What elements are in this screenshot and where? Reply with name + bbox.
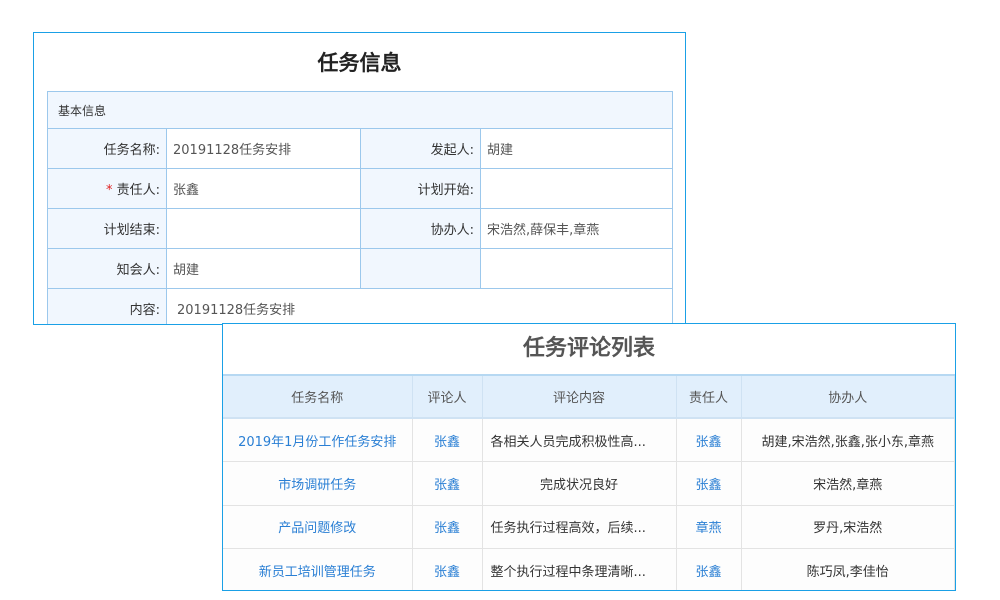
assist-text: 陈巧凤,李佳怡: [741, 548, 955, 590]
comment-text: 各相关人员完成积极性高...: [482, 418, 677, 462]
assist-label: 协办人:: [360, 208, 481, 249]
comment-list-panel: 任务评论列表 任务名称 评论人 评论内容 责任人 协办人 2019年1月份工作任…: [222, 323, 956, 591]
comment-table: 任务名称 评论人 评论内容 责任人 协办人 2019年1月份工作任务安排 张鑫 各相…: [223, 376, 955, 590]
col-owner: 责任人: [676, 376, 742, 419]
required-marker: *: [105, 183, 113, 198]
content-label: 内容:: [47, 288, 167, 324]
assist-text: 胡建,宋浩然,张鑫,张小东,章燕: [741, 418, 955, 462]
owner-link[interactable]: 张鑫: [676, 461, 742, 506]
col-assist: 协办人: [741, 376, 955, 419]
assist-text: 罗丹,宋浩然: [741, 505, 955, 549]
task-info-panel: 任务信息 基本信息 任务名称: 20191128任务安排 发起人: 胡建 * 责任人…: [33, 32, 686, 325]
commenter-link[interactable]: 张鑫: [412, 461, 483, 506]
owner-link[interactable]: 张鑫: [676, 418, 742, 462]
initiator-value: 胡建: [480, 128, 673, 169]
content-value: 20191128任务安排: [166, 288, 673, 324]
task-name-link[interactable]: 2019年1月份工作任务安排: [223, 418, 413, 462]
plan-end-label: 计划结束:: [47, 208, 167, 249]
owner-link[interactable]: 章燕: [676, 505, 742, 549]
notify-value: 胡建: [166, 248, 361, 289]
empty-value: [480, 248, 673, 289]
name-value: 20191128任务安排: [166, 128, 361, 169]
task-name-link[interactable]: 产品问题修改: [223, 505, 413, 549]
plan-start-value: [480, 168, 673, 209]
table-row: 市场调研任务 张鑫 完成状况良好 张鑫 宋浩然,章燕: [223, 461, 955, 506]
initiator-label: 发起人:: [360, 128, 481, 169]
comment-list-title: 任务评论列表: [223, 324, 955, 376]
owner-label: 责任人:: [116, 183, 160, 198]
commenter-link[interactable]: 张鑫: [412, 418, 483, 462]
owner-label-cell: * 责任人:: [47, 168, 167, 209]
table-header: 任务名称 评论人 评论内容 责任人 协办人: [223, 376, 955, 419]
owner-value: 张鑫: [166, 168, 361, 209]
comment-text: 完成状况良好: [482, 461, 677, 506]
commenter-link[interactable]: 张鑫: [412, 505, 483, 549]
col-task-name: 任务名称: [223, 376, 413, 419]
task-name-link[interactable]: 新员工培训管理任务: [223, 548, 413, 590]
owner-link[interactable]: 张鑫: [676, 548, 742, 590]
task-info-table: 基本信息 任务名称: 20191128任务安排 发起人: 胡建 * 责任人: 张鑫 计…: [47, 91, 673, 324]
table-row: 产品问题修改 张鑫 任务执行过程高效，后续... 章燕 罗丹,宋浩然: [223, 505, 955, 549]
comment-text: 任务执行过程高效，后续...: [482, 505, 677, 549]
plan-start-label: 计划开始:: [360, 168, 481, 209]
assist-text: 宋浩然,章燕: [741, 461, 955, 506]
assist-value: 宋浩然,薛保丰,章燕: [480, 208, 673, 249]
name-label: 任务名称:: [47, 128, 167, 169]
task-name-link[interactable]: 市场调研任务: [223, 461, 413, 506]
section-basic-info: 基本信息: [47, 91, 673, 129]
col-commenter: 评论人: [412, 376, 483, 419]
table-row: 2019年1月份工作任务安排 张鑫 各相关人员完成积极性高... 张鑫 胡建,宋浩然,张…: [223, 418, 955, 462]
task-info-title: 任务信息: [317, 51, 402, 75]
notify-label: 知会人:: [47, 248, 167, 289]
commenter-link[interactable]: 张鑫: [412, 548, 483, 590]
comment-text: 整个执行过程中条理清晰...: [482, 548, 677, 590]
table-row: 新员工培训管理任务 张鑫 整个执行过程中条理清晰... 张鑫 陈巧凤,李佳怡: [223, 548, 955, 590]
plan-end-value: [166, 208, 361, 249]
empty-label: [360, 248, 481, 289]
col-comment: 评论内容: [482, 376, 677, 419]
